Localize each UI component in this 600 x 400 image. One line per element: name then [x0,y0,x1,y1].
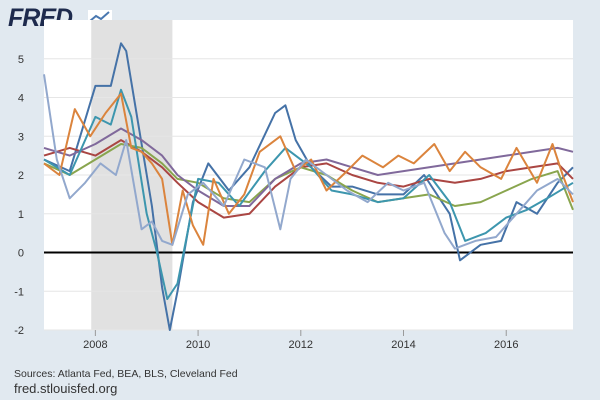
x-tick-label: 2012 [289,339,313,351]
x-tick-label: 2010 [186,339,210,351]
x-tick-label: 2016 [494,339,518,351]
y-tick-label: 1 [18,209,24,221]
source-url[interactable]: fred.stlouisfed.org [14,381,118,396]
y-tick-label: 2 [18,170,24,182]
series-line-6 [43,92,574,246]
y-tick-label: -1 [14,286,24,298]
y-tick-label: 4 [18,93,24,105]
y-tick-label: 5 [18,54,24,66]
series-line-5 [43,88,574,300]
series-line-1 [43,42,574,331]
y-axis-ticks: -2 -1 0 1 2 3 4 5 [14,54,24,337]
series-line-7 [43,74,574,250]
y-tick-label: -2 [14,325,24,337]
y-tick-label: 3 [18,131,24,143]
sources-note: Sources: Atlanta Fed, BEA, BLS, Clevelan… [14,368,238,380]
x-axis-ticks: 2008 2010 2012 2014 2016 [83,330,518,351]
series-group [43,42,574,331]
x-tick-label: 2014 [391,339,415,351]
y-tick-label: 0 [18,248,24,260]
x-tick-label: 2008 [83,339,107,351]
